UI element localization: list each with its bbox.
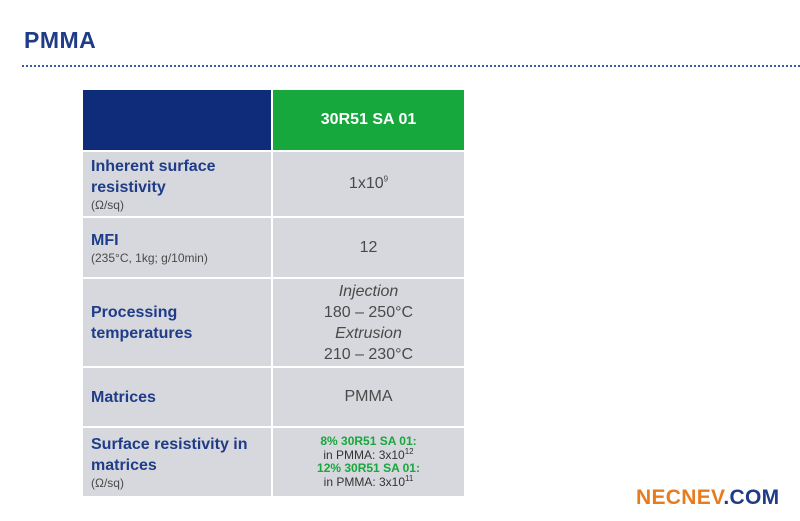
resistivity-value: 1x10 — [348, 175, 384, 192]
resistivity-exponent: 9 — [383, 174, 389, 184]
table-row-mfi: MFI (235°C, 1kg; g/10min) 12 — [81, 216, 466, 279]
spec-table: 30R51 SA 01 Inherent surface resistivity… — [81, 88, 466, 498]
row-unit: (Ω/sq) — [91, 476, 124, 490]
table-row-surface-resistivity: Surface resistivity in matrices (Ω/sq) 8… — [81, 426, 466, 498]
loading-8pct-label: 8% 30R51 SA 01: — [320, 434, 417, 448]
row-label: Surface resistivity in matrices — [91, 436, 248, 474]
table-row-inherent-resistivity: Inherent surface resistivity (Ω/sq) 1x10… — [81, 150, 466, 218]
row-value-cell: 12 — [271, 216, 466, 279]
necnev-logo: NECNEV.COM — [636, 486, 779, 510]
extrusion-label: Extrusion — [335, 324, 402, 342]
row-label: MFI — [91, 232, 119, 249]
injection-range: 180 – 250°C — [323, 303, 414, 321]
row-label: Inherent surface resistivity — [91, 158, 216, 196]
table-header-row: 30R51 SA 01 — [81, 88, 466, 152]
injection-label: Injection — [338, 282, 399, 300]
table-row-processing: Processing temperatures Injection 180 – … — [81, 277, 466, 368]
row-label-cell: MFI (235°C, 1kg; g/10min) — [81, 216, 273, 279]
loading-8pct-value: in PMMA: 3x1012 — [323, 447, 414, 463]
row-label-cell: Surface resistivity in matrices (Ω/sq) — [81, 426, 273, 498]
header-product-cell: 30R51 SA 01 — [271, 88, 466, 152]
dotted-divider — [22, 65, 800, 67]
row-label-cell: Processing temperatures — [81, 277, 273, 368]
row-label-cell: Inherent surface resistivity (Ω/sq) — [81, 150, 273, 218]
page-title: PMMA — [24, 27, 97, 53]
row-unit: (235°C, 1kg; g/10min) — [91, 251, 208, 265]
header-blank-cell — [81, 88, 273, 152]
loading-12pct-value: in PMMA: 3x1011 — [323, 474, 414, 490]
loading-12pct-label: 12% 30R51 SA 01: — [317, 461, 420, 475]
row-label: Processing temperatures — [91, 303, 193, 342]
row-label: Matrices — [91, 388, 156, 406]
row-value-cell: 8% 30R51 SA 01: in PMMA: 3x1012 12% 30R5… — [271, 426, 466, 498]
row-label-cell: Matrices — [81, 366, 273, 428]
table-row-matrices: Matrices PMMA — [81, 366, 466, 428]
row-value-cell: 1x109 — [271, 150, 466, 218]
row-value-cell: PMMA — [271, 366, 466, 428]
logo-part-com: .COM — [723, 486, 780, 509]
row-value-cell: Injection 180 – 250°C Extrusion 210 – 23… — [271, 277, 466, 368]
logo-part-necnev: NECNEV — [636, 486, 724, 509]
row-unit: (Ω/sq) — [91, 198, 124, 212]
extrusion-range: 210 – 230°C — [323, 345, 414, 363]
